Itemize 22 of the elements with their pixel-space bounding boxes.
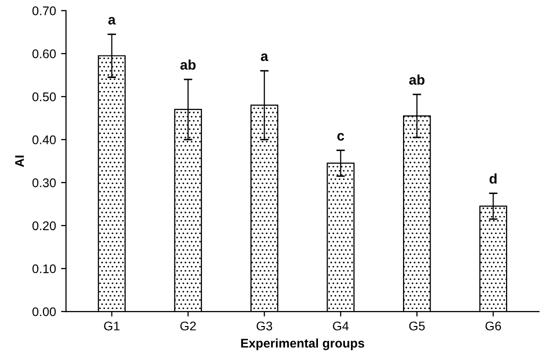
- y-tick-label: 0.00: [32, 307, 56, 316]
- x-tick-label: G2: [180, 322, 196, 330]
- x-tick-label: G1: [104, 322, 120, 330]
- annotation: a: [108, 16, 116, 25]
- y-tick-label: 0.10: [32, 264, 56, 274]
- annotation: a: [260, 54, 268, 62]
- annotation: d: [490, 173, 497, 184]
- y-tick-label: 0.60: [32, 49, 56, 58]
- y-tick-label: 0.30: [32, 178, 56, 188]
- x-tick-label: G6: [486, 322, 502, 330]
- x-tick-label: G4: [332, 322, 349, 330]
- annotation: ab: [180, 60, 196, 70]
- annotation: ab: [409, 74, 424, 85]
- x-axis-title: Experimental groups: [241, 338, 364, 350]
- y-tick-label: 0.20: [32, 221, 56, 230]
- annotation: c: [337, 133, 344, 141]
- y-tick-label: 0.50: [32, 92, 56, 102]
- x-tick-label: G5: [409, 322, 425, 330]
- y-tick-label: 0.40: [32, 135, 56, 144]
- x-tick-label: G3: [256, 322, 272, 330]
- y-axis-title: AI: [15, 156, 24, 168]
- y-tick-label: 0.70: [32, 6, 56, 16]
